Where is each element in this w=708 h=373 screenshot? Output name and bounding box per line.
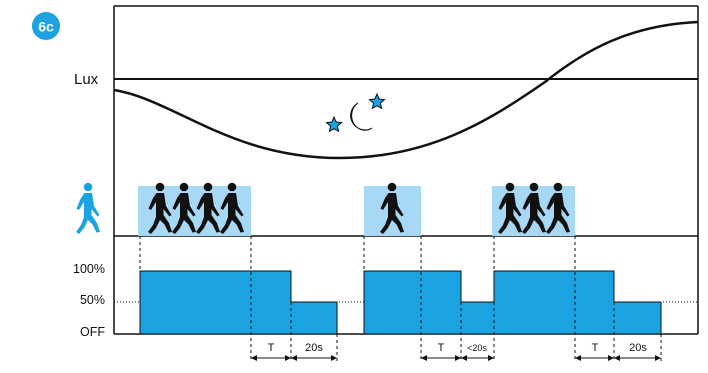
level-label-50: 50%: [80, 293, 105, 307]
timing-label-delay: 20s: [305, 342, 323, 354]
output-block-2: [363, 270, 662, 335]
star-icon: [325, 115, 343, 133]
badge-circle: [32, 12, 60, 40]
moon-icon: [350, 102, 373, 131]
lux-curve: [113, 20, 699, 160]
presence-group-3: [492, 182, 575, 236]
lux-label: Lux: [74, 71, 99, 88]
badge-label: 6c: [38, 19, 54, 35]
level-label-100: 100%: [73, 262, 105, 276]
star-icon: [368, 92, 386, 110]
presence-group-2: [364, 182, 421, 236]
timing-label-delay: <20s: [467, 343, 487, 353]
event-markers: [139, 236, 662, 362]
walking-person-icon: [76, 182, 100, 234]
timing-label-t: T: [268, 342, 275, 354]
night-icons: [325, 92, 386, 133]
output-block-1: [139, 270, 338, 335]
timing-label-delay: 20s: [629, 342, 647, 354]
timing-label-t: T: [438, 342, 445, 354]
output-level-blocks: [139, 270, 662, 335]
timing-label-t: T: [592, 342, 599, 354]
level-label-off: OFF: [80, 325, 105, 339]
presence-group-1: [138, 182, 251, 236]
